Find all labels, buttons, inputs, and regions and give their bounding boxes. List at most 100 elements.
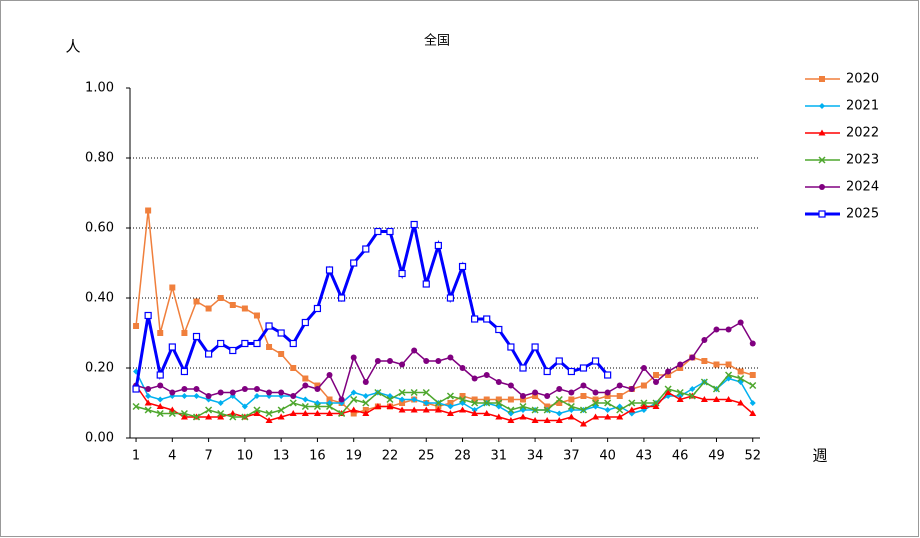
marker	[350, 259, 358, 267]
marker	[459, 393, 466, 399]
marker	[350, 354, 357, 361]
marker	[410, 388, 418, 397]
marker	[664, 389, 672, 395]
marker	[749, 340, 756, 347]
marker	[181, 330, 188, 336]
marker	[313, 304, 322, 313]
marker	[205, 305, 212, 312]
marker	[519, 393, 526, 399]
marker	[749, 400, 756, 406]
marker	[507, 417, 515, 423]
marker	[301, 410, 309, 416]
marker	[374, 388, 382, 397]
marker	[289, 399, 297, 407]
marker	[471, 399, 479, 407]
marker	[145, 207, 152, 214]
marker	[447, 354, 454, 361]
marker	[302, 375, 309, 382]
marker	[543, 417, 551, 423]
legend-label: 2023	[846, 153, 879, 168]
marker	[700, 396, 708, 402]
marker	[253, 410, 261, 416]
marker	[156, 403, 164, 409]
marker	[398, 388, 406, 397]
marker	[507, 406, 515, 414]
marker	[568, 396, 575, 403]
marker	[289, 410, 297, 416]
marker	[580, 382, 587, 389]
marker	[689, 386, 696, 392]
marker	[289, 339, 297, 348]
marker	[447, 403, 454, 410]
marker	[205, 413, 213, 420]
marker	[483, 399, 491, 407]
marker	[253, 312, 260, 319]
marker	[604, 389, 611, 396]
marker	[241, 403, 248, 410]
marker	[532, 393, 539, 399]
marker	[507, 396, 514, 403]
marker	[338, 396, 345, 403]
y-tick-label: 0.80	[85, 151, 114, 166]
marker	[386, 403, 394, 409]
marker	[411, 347, 418, 354]
marker	[277, 329, 285, 337]
marker	[169, 284, 176, 291]
marker	[737, 319, 744, 326]
marker	[326, 396, 333, 403]
marker	[519, 402, 527, 411]
marker	[483, 396, 490, 403]
marker	[616, 382, 623, 389]
marker	[410, 406, 418, 413]
y-tick-label: 0.00	[85, 431, 114, 446]
marker	[555, 417, 563, 423]
y-tick-label: 1.00	[85, 81, 114, 96]
marker	[301, 318, 309, 327]
marker	[544, 393, 551, 399]
marker	[818, 210, 826, 218]
marker	[819, 76, 825, 82]
x-tick-label: 28	[454, 449, 471, 464]
marker	[374, 358, 381, 364]
marker	[458, 262, 467, 271]
x-tick-label: 40	[599, 449, 616, 464]
marker	[737, 374, 745, 383]
marker	[325, 402, 334, 411]
marker	[568, 389, 575, 396]
marker	[168, 343, 176, 351]
marker	[725, 326, 732, 333]
marker	[495, 413, 503, 420]
marker	[818, 156, 826, 164]
legend-label: 2020	[846, 72, 879, 87]
marker	[132, 385, 140, 393]
marker	[713, 361, 720, 368]
marker	[555, 395, 563, 404]
marker	[205, 393, 212, 399]
marker	[326, 410, 334, 416]
x-tick-label: 49	[708, 449, 725, 464]
marker	[689, 354, 696, 361]
marker	[725, 396, 733, 402]
marker	[241, 386, 248, 392]
marker	[532, 389, 539, 396]
marker	[579, 364, 588, 372]
y-tick-label: 0.40	[85, 291, 114, 306]
marker	[446, 410, 454, 416]
marker	[217, 339, 225, 348]
marker	[592, 389, 599, 396]
marker	[749, 372, 756, 378]
marker	[471, 396, 478, 403]
marker	[314, 386, 321, 392]
marker	[374, 227, 382, 236]
x-tick-label: 34	[527, 449, 544, 464]
marker	[156, 371, 164, 379]
marker	[313, 410, 321, 416]
marker	[169, 389, 176, 396]
marker	[302, 382, 309, 389]
x-tick-label: 10	[237, 449, 254, 464]
marker	[217, 400, 224, 406]
marker	[544, 403, 551, 410]
marker	[217, 409, 225, 418]
marker	[132, 402, 140, 411]
